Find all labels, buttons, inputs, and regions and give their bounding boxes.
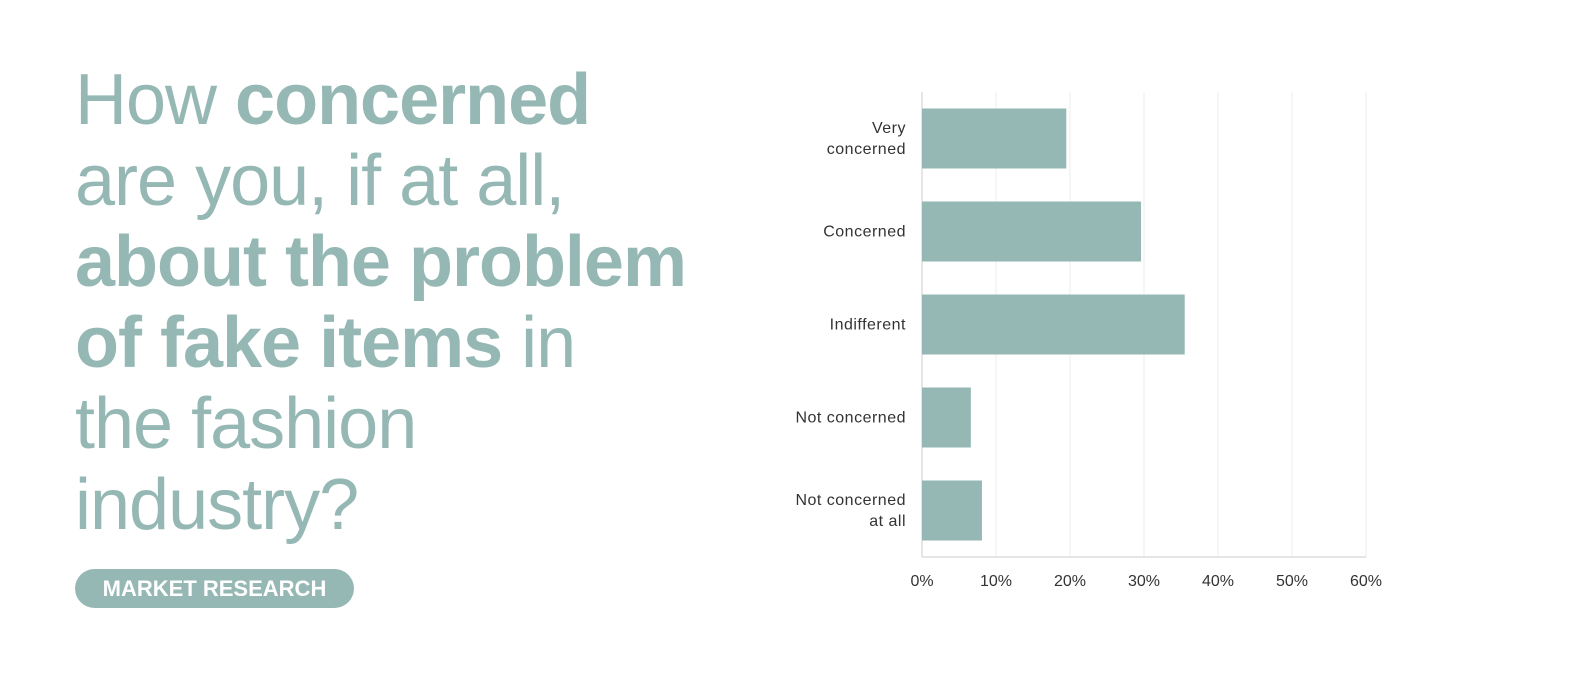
title-run: are you, if at all, [75, 141, 565, 221]
title-run: concerned [235, 60, 591, 140]
title-line: are you, if at all, [75, 141, 686, 222]
x-tick-label: 30% [1128, 573, 1160, 590]
x-tick-label: 50% [1276, 573, 1308, 590]
title-run: of fake items [75, 303, 503, 383]
x-tick-label: 40% [1202, 573, 1234, 590]
title-run: in [502, 303, 576, 383]
title-run: about the problem [75, 222, 687, 302]
x-tick-label: 10% [980, 573, 1012, 590]
y-tick-label: Not concerned [795, 409, 906, 426]
title-line: about the problem [75, 222, 687, 303]
x-tick-label: 20% [1054, 573, 1086, 590]
title-run: How [75, 60, 236, 140]
title-line: the fashion [75, 384, 686, 465]
y-tick-label: Indifferent [829, 316, 906, 333]
title-line: of fake items in [75, 303, 686, 384]
y-tick-label: Not concerned at all [795, 491, 906, 530]
title: How concerned are you, if at all, about th… [75, 60, 687, 546]
bar [922, 201, 1142, 262]
bar [922, 294, 1185, 355]
tag: MARKET RESEARCH [75, 569, 354, 608]
title-line: industry? [75, 465, 686, 546]
title-run: industry? [75, 465, 359, 545]
bar [922, 480, 982, 541]
bar [922, 108, 1067, 169]
title-line: How concerned [75, 60, 686, 141]
y-tick-label: Concerned [823, 223, 906, 240]
x-tick-label: 60% [1350, 573, 1382, 590]
x-tick-label: 0% [910, 573, 933, 590]
title-run: the fashion [75, 384, 417, 464]
bar [922, 387, 971, 448]
y-tick-label: Very concerned [826, 119, 906, 158]
